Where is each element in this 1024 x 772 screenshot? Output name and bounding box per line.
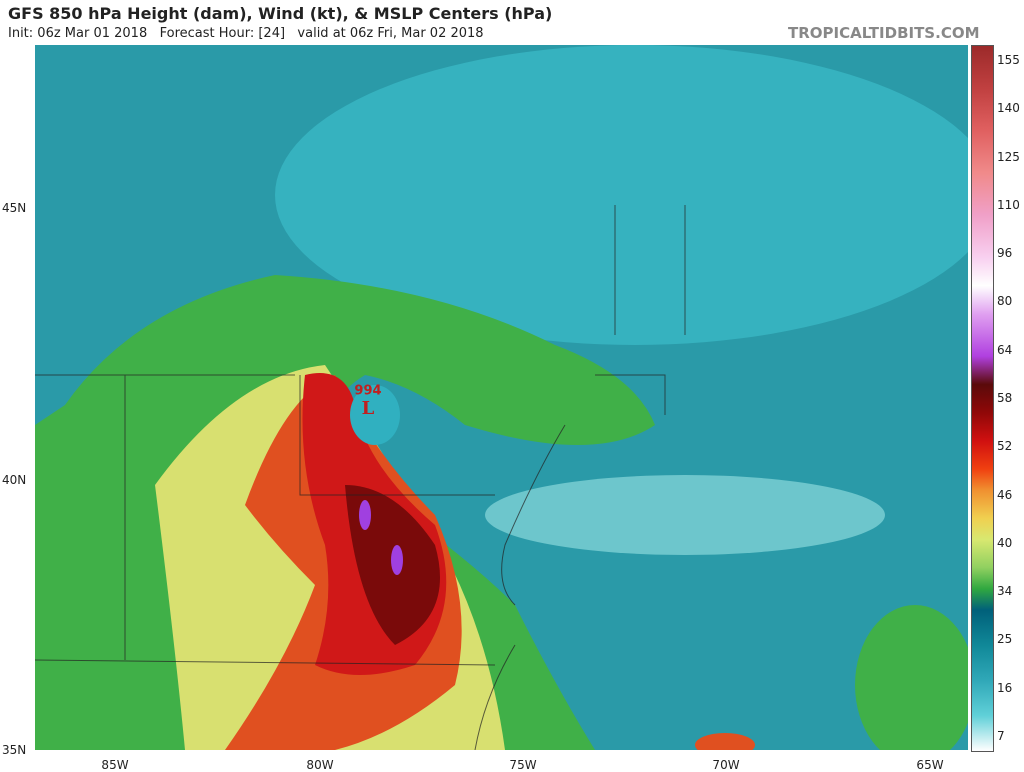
colorbar-label: 25 [997,632,1013,647]
colorbar-label: 155 [997,53,1020,67]
latitude-label: 45N [2,201,27,215]
longitude-label: 65W [916,758,944,772]
low-symbol: L [362,398,375,419]
colorbar-label: 80 [997,294,1013,309]
colorbar [971,45,994,752]
colorbar-label: 52 [997,439,1013,454]
colorbar-label: 96 [997,246,1013,261]
latitude-label: 35N [2,743,27,757]
colorbar-label: 40 [997,535,1013,550]
title: GFS 850 hPa Height (dam), Wind (kt), & M… [8,4,553,23]
colorbar-label: 16 [997,680,1013,695]
longitude-label: 75W [509,758,537,772]
map: 994 L [35,45,968,750]
colorbar-label: 110 [997,197,1020,212]
colorbar-label: 7 [997,729,1005,743]
site-label: TROPICALTIDBITS.COM [788,24,980,42]
latitude-label: 40N [2,473,27,487]
low-pressure: 994 [354,384,381,399]
subtitle: Init: 06z Mar 01 2018 Forecast Hour: [24… [8,26,484,41]
colorbar-label: 125 [997,149,1020,164]
colorbar-label: 64 [997,342,1013,357]
colorbar-label: 58 [997,391,1013,405]
longitude-label: 80W [306,758,334,772]
longitude-label: 70W [712,758,740,772]
colorbar-label: 140 [997,101,1020,116]
colorbar-label: 46 [997,487,1013,502]
colorbar-label: 34 [997,584,1013,599]
longitude-label: 85W [101,758,129,772]
